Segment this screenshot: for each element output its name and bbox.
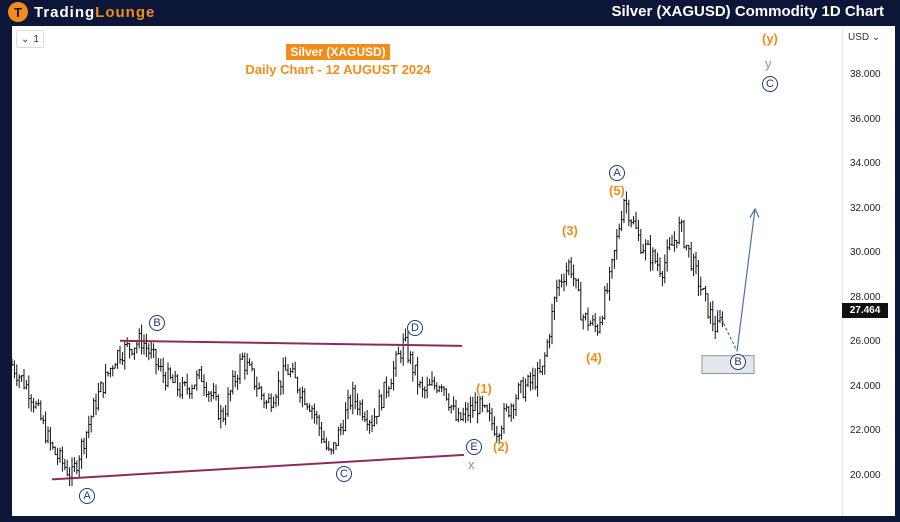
projection-line-up [736,208,756,352]
wave-label-minor: x [468,456,475,472]
header-title: Silver (XAGUSD) Commodity 1D Chart [611,3,884,20]
brand-logo[interactable]: T TradingLounge [8,2,155,22]
wave-label-minor: y [765,55,772,71]
price-tick-label: 28.000 [850,291,881,303]
chart-title: Silver (XAGUSD) [286,44,390,60]
chevron-down-icon: ⌄ [21,33,30,45]
wave-label-degree: (1) [476,381,492,397]
price-tick-label: 38.000 [850,69,881,80]
wave-label-circled: E [466,439,482,456]
price-tick-label: 20.000 [850,470,881,481]
currency-label: USD [848,32,870,43]
projection-arrowhead [749,208,760,218]
wave-label-degree: (4) [586,349,602,365]
wave-label-circled: C [336,465,352,482]
wave-label-circled: B [149,315,165,332]
price-tick-label: 26.000 [850,336,881,348]
price-axis[interactable] [842,26,895,516]
wave-label-degree: (2) [493,439,509,455]
projection-line-down [716,309,738,352]
header-bar: T TradingLounge Silver (XAGUSD) Commodit… [0,0,900,24]
price-tick-label: 34.000 [850,158,881,170]
wave-label-circled: A [609,165,625,182]
target-zone-box [701,355,755,375]
wave-label-degree: (5) [609,182,625,198]
price-tick-label: 24.000 [850,380,881,392]
interval-label: 1 [33,33,39,45]
triangle-trendline [119,339,463,347]
price-tick-label: 32.000 [850,202,881,214]
brand-name: TradingLounge [34,3,156,21]
wave-label-circled: B [730,354,746,371]
price-tick-label: 30.000 [850,247,881,259]
wave-label-circled: D [407,319,423,336]
wave-label-circled: A [79,488,95,505]
wave-label-circled: C [762,75,778,92]
price-tick-label: 22.000 [850,425,881,437]
chart-area[interactable] [12,26,842,516]
triangle-trendline [51,453,465,481]
last-price-badge: 27.464 [842,303,888,318]
chart-subtitle: Daily Chart - 12 AUGUST 2024 [245,62,431,77]
price-tick-label: 36.000 [850,113,881,125]
wave-label-degree: (y) [762,31,778,47]
logo-icon: T [8,2,28,22]
interval-selector[interactable]: ⌄ 1 [16,30,44,48]
wave-label-degree: (3) [562,222,578,238]
currency-selector[interactable]: USD ⌄ [848,32,881,43]
